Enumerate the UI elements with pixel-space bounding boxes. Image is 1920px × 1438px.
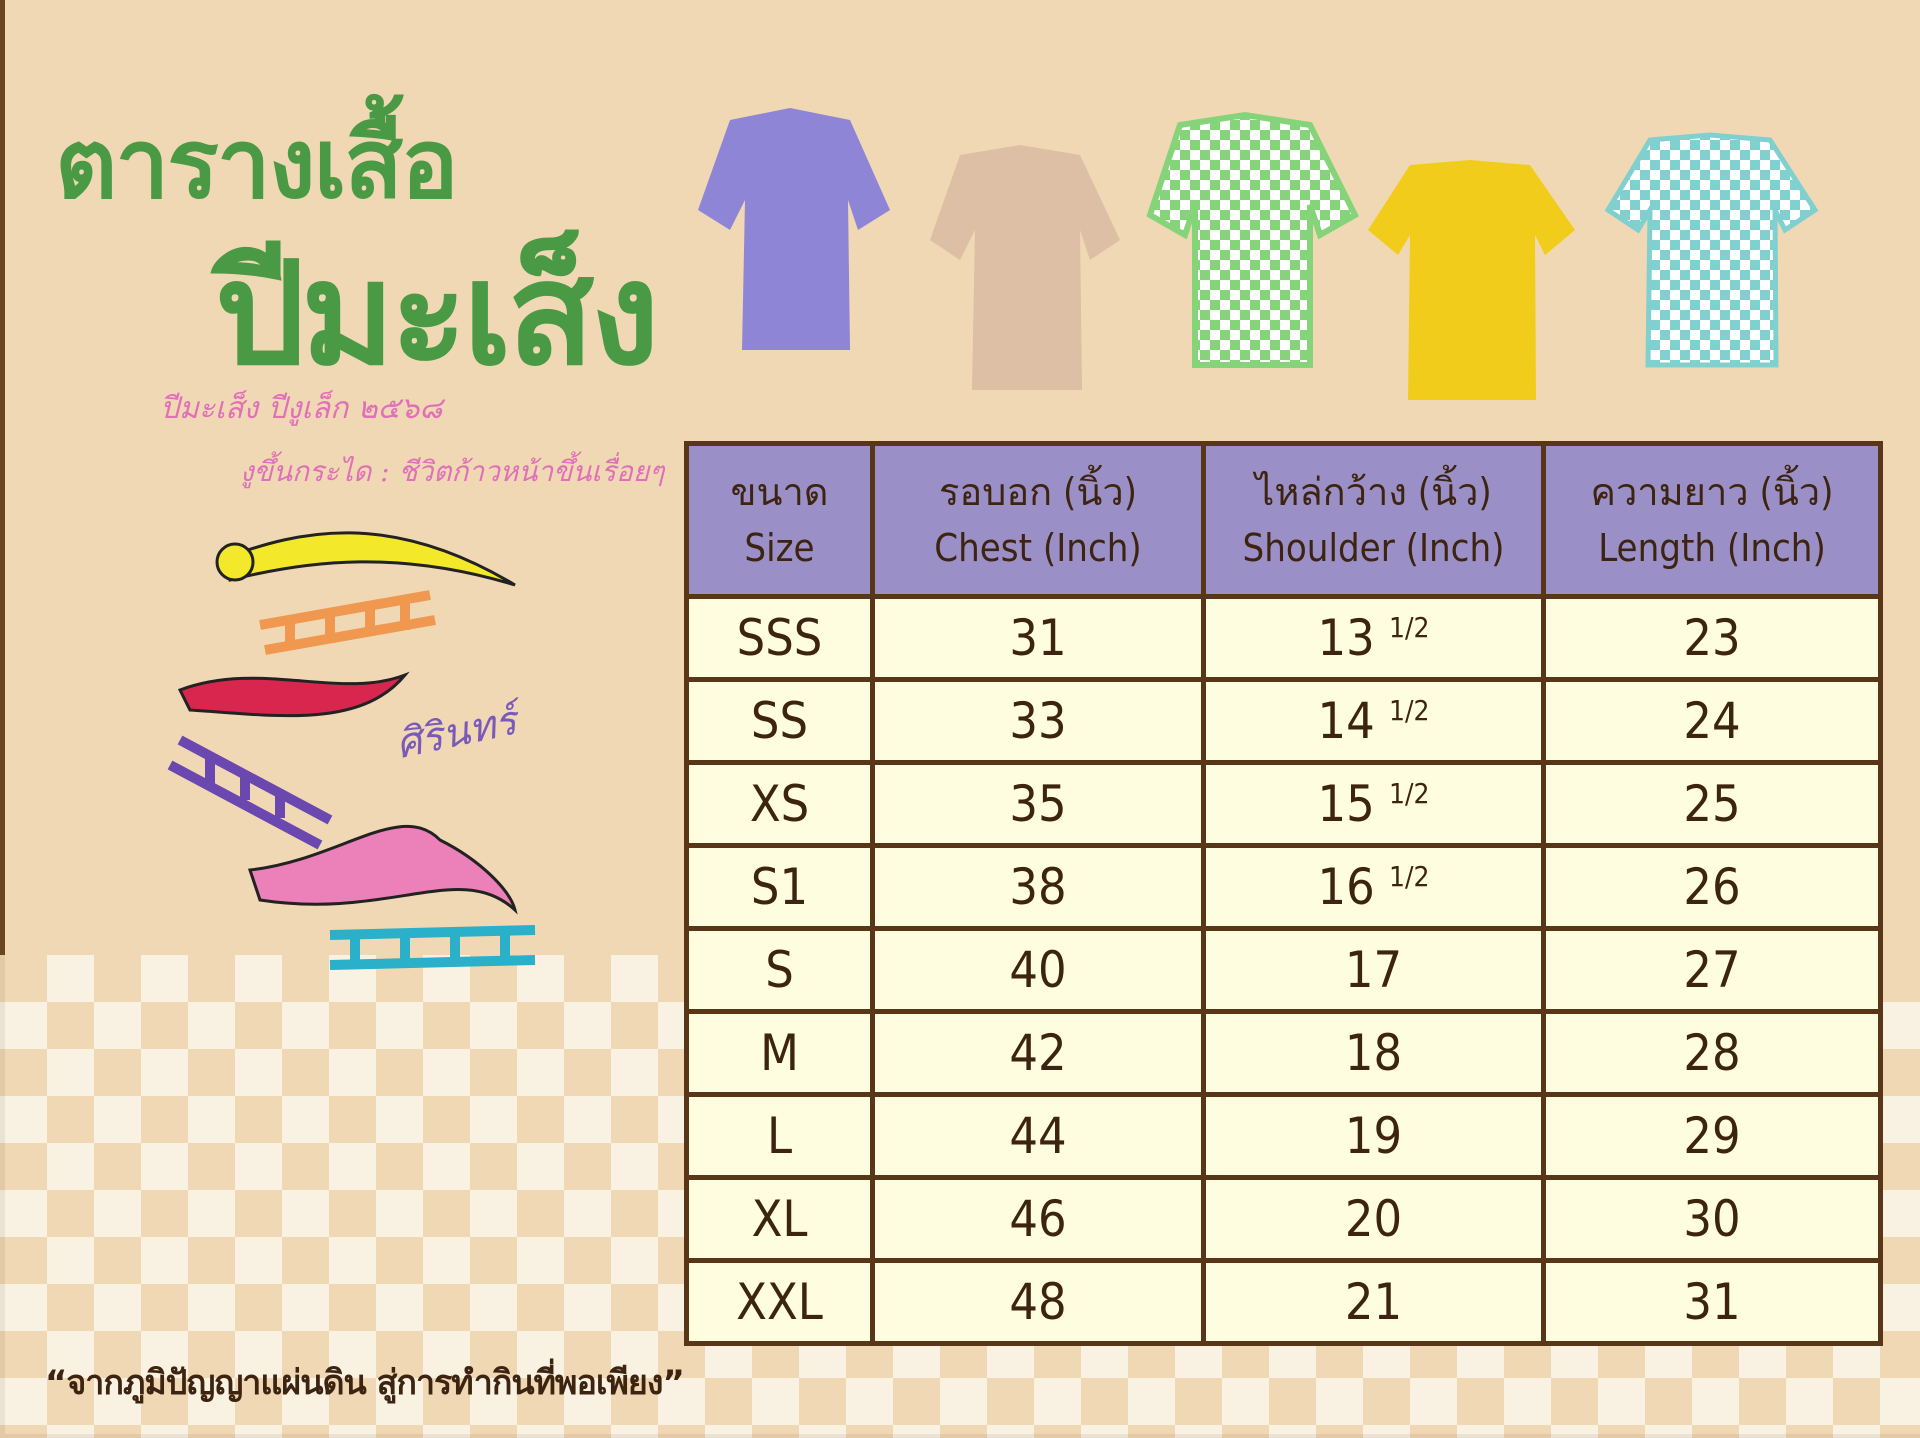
size-cell: M <box>684 1009 875 1097</box>
table-row: XL 46 20 30 <box>684 1175 1883 1263</box>
length-cell: 30 <box>1541 1175 1883 1263</box>
size-cell: L <box>684 1092 875 1180</box>
shoulder-cell: 18 <box>1201 1009 1546 1097</box>
header-length: ความยาว (นิ้ว) Length (Inch) <box>1541 441 1883 599</box>
length-cell: 23 <box>1541 594 1883 682</box>
chest-cell: 44 <box>870 1092 1206 1180</box>
header-chest: รอบอก (นิ้ว) Chest (Inch) <box>870 441 1206 599</box>
size-chart-table: ขนาด Size รอบอก (นิ้ว) Chest (Inch) ไหล่กว… <box>684 441 1883 1346</box>
cyan-ladder-icon <box>329 925 536 970</box>
snakes-and-ladders-illustration <box>167 531 536 970</box>
table-row: XS 35 15 1/2 25 <box>684 760 1883 848</box>
chest-cell: 31 <box>870 594 1206 682</box>
length-cell: 29 <box>1541 1092 1883 1180</box>
table-row: S1 38 16 1/2 26 <box>684 843 1883 931</box>
purple-ladder-icon <box>167 735 333 850</box>
chest-cell: 33 <box>870 677 1206 765</box>
handwritten-note-1: ปีมะเส็ง ปีงูเล็ก ๒๕๖๘ <box>160 391 443 426</box>
shoulder-cell: 20 <box>1201 1175 1546 1263</box>
chest-cell: 48 <box>870 1258 1206 1346</box>
shoulder-fraction: 1/2 <box>1388 694 1430 727</box>
size-cell: XS <box>684 760 875 848</box>
length-cell: 24 <box>1541 677 1883 765</box>
size-cell: S1 <box>684 843 875 931</box>
shoulder-value: 14 <box>1317 692 1375 750</box>
yellow-tshirt-icon <box>1368 160 1575 400</box>
pink-snake-icon <box>247 824 518 915</box>
shoulder-cell: 21 <box>1201 1258 1546 1346</box>
header-shoulder: ไหล่กว้าง (นิ้ว) Shoulder (Inch) <box>1201 441 1546 599</box>
size-cell: S <box>684 926 875 1014</box>
title-line-1: ตารางเสื้อ <box>55 108 459 220</box>
purple-polo-shirt-icon <box>698 108 890 350</box>
yellow-snake-icon <box>223 531 516 587</box>
size-cell: SSS <box>684 594 875 682</box>
shoulder-cell: 19 <box>1201 1092 1546 1180</box>
table-row: XXL 48 21 31 <box>684 1258 1883 1346</box>
length-cell: 26 <box>1541 843 1883 931</box>
beige-polo-shirt-icon <box>930 145 1120 390</box>
handwritten-note-2: งูขึ้นกระได : ชีวิตก้าวหน้าขึ้นเรื่อยๆ <box>240 455 665 488</box>
chest-cell: 35 <box>870 760 1206 848</box>
table-row: L 44 19 29 <box>684 1092 1883 1180</box>
chest-cell: 40 <box>870 926 1206 1014</box>
shirt-lineup <box>698 108 1819 400</box>
shoulder-fraction: 1/2 <box>1388 611 1430 644</box>
shoulder-cell: 15 1/2 <box>1201 760 1546 848</box>
shoulder-value: 15 <box>1317 775 1375 833</box>
shoulder-cell: 16 1/2 <box>1201 843 1546 931</box>
length-cell: 25 <box>1541 760 1883 848</box>
cyan-checkered-tshirt-icon <box>1604 132 1819 368</box>
size-cell: XL <box>684 1175 875 1263</box>
table-row: SSS 31 13 1/2 23 <box>684 594 1883 682</box>
shoulder-cell: 17 <box>1201 926 1546 1014</box>
header-size: ขนาด Size <box>684 441 875 599</box>
orange-ladder-icon <box>259 590 436 655</box>
shoulder-value: 19 <box>1344 1107 1403 1165</box>
size-cell: SS <box>684 677 875 765</box>
table-row: SS 33 14 1/2 24 <box>684 677 1883 765</box>
footer-quote: “จากภูมิปัญญาแผ่นดิน สู่การทำกินที่พอเพี… <box>45 1363 685 1403</box>
length-cell: 27 <box>1541 926 1883 1014</box>
shoulder-value: 21 <box>1344 1273 1403 1331</box>
chest-cell: 46 <box>870 1175 1206 1263</box>
size-cell: XXL <box>684 1258 875 1346</box>
shoulder-value: 17 <box>1344 941 1403 999</box>
shoulder-value: 18 <box>1344 1024 1403 1082</box>
length-cell: 31 <box>1541 1258 1883 1346</box>
table-row: M 42 18 28 <box>684 1009 1883 1097</box>
shoulder-cell: 13 1/2 <box>1201 594 1546 682</box>
green-checkered-polo-icon <box>1146 111 1359 368</box>
length-cell: 28 <box>1541 1009 1883 1097</box>
shoulder-cell: 14 1/2 <box>1201 677 1546 765</box>
table-row: S 40 17 27 <box>684 926 1883 1014</box>
shoulder-fraction: 1/2 <box>1388 777 1430 810</box>
shoulder-value: 20 <box>1344 1190 1403 1248</box>
shoulder-fraction: 1/2 <box>1388 860 1430 893</box>
table-header-row: ขนาด Size รอบอก (นิ้ว) Chest (Inch) ไหล่กว… <box>684 441 1883 599</box>
chest-cell: 42 <box>870 1009 1206 1097</box>
red-snake-icon <box>177 671 410 718</box>
shoulder-value: 13 <box>1317 609 1375 667</box>
title-line-2: ปีมะเส็ง <box>215 232 660 397</box>
shoulder-value: 16 <box>1317 858 1375 916</box>
chest-cell: 38 <box>870 843 1206 931</box>
